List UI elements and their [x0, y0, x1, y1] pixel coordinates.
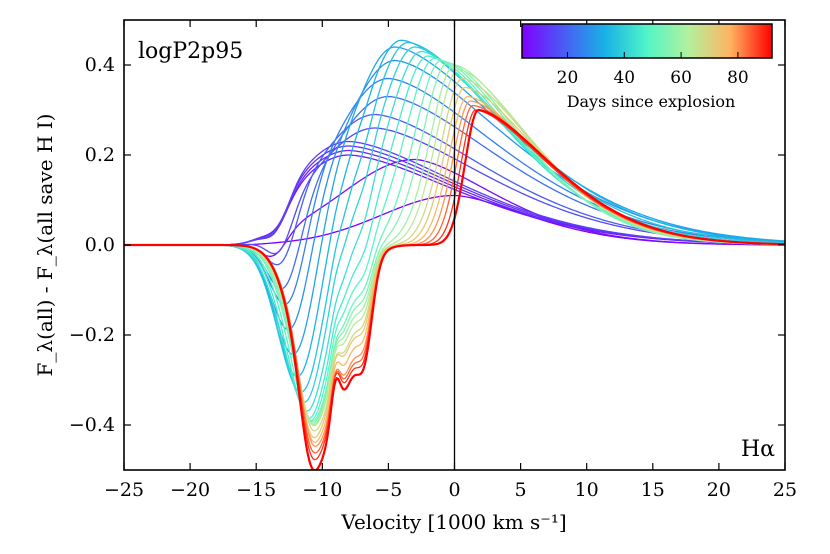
- x-tick-label: −10: [302, 479, 342, 501]
- y-tick-label: −0.2: [69, 324, 115, 346]
- x-tick-label: 15: [641, 479, 665, 501]
- x-tick-label: 20: [707, 479, 731, 501]
- x-axis-label: Velocity [1000 km s⁻¹]: [340, 510, 566, 534]
- colorbar-tick-label: 60: [670, 68, 692, 88]
- colorbar-tick-label: 80: [727, 68, 749, 88]
- y-tick-label: 0.2: [85, 144, 115, 166]
- y-tick-label: 0.4: [85, 54, 115, 76]
- colorbar-label: Days since explosion: [567, 92, 736, 111]
- x-tick-label: −15: [236, 479, 276, 501]
- x-tick-label: −5: [374, 479, 402, 501]
- colorbar-tick-label: 20: [557, 68, 579, 88]
- line-label: Hα: [741, 437, 775, 462]
- colorbar-ticks: 20 40 60 80: [557, 52, 749, 88]
- y-axis-ticks: −0.4 −0.2 0.0 0.2 0.4: [69, 54, 785, 436]
- x-tick-label: −20: [170, 479, 210, 501]
- model-label: logP2p95: [138, 39, 243, 64]
- y-axis-label: F_λ(all) - F_λ(all save H I): [33, 114, 57, 377]
- x-tick-label: −25: [104, 479, 144, 501]
- colorbar: 20 40 60 80 Days since explosion: [521, 23, 773, 111]
- colorbar-bar: [521, 23, 773, 59]
- x-tick-label: 0: [448, 479, 460, 501]
- x-axis-ticks: −25 −20 −15 −10 −5 0 5 10 15 20 25: [104, 20, 797, 501]
- x-tick-label: 10: [575, 479, 599, 501]
- colorbar-tick-label: 40: [613, 68, 635, 88]
- y-tick-label: −0.4: [69, 414, 115, 436]
- y-tick-label: 0.0: [85, 234, 115, 256]
- x-tick-label: 5: [515, 479, 527, 501]
- x-tick-label: 25: [773, 479, 797, 501]
